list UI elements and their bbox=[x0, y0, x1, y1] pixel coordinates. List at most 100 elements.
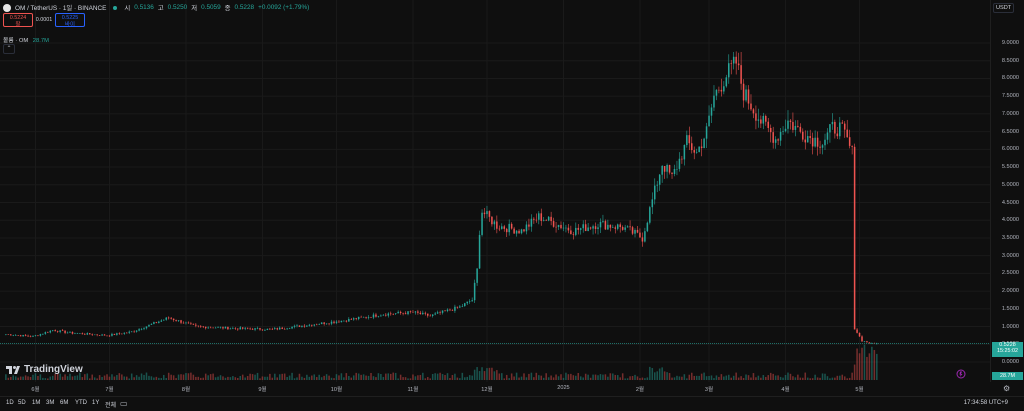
candle-body bbox=[848, 137, 851, 146]
volume-bar bbox=[244, 377, 246, 380]
volume-bar bbox=[187, 373, 190, 380]
volume-bar bbox=[86, 373, 89, 380]
volume-bar bbox=[84, 374, 86, 380]
volume-bar bbox=[24, 375, 27, 380]
volume-bar bbox=[311, 375, 313, 380]
collapse-legend-button[interactable]: ⌃ bbox=[3, 44, 15, 54]
volume-bar bbox=[772, 373, 774, 380]
candle-body bbox=[634, 229, 636, 234]
range-button-ytd[interactable]: YTD bbox=[75, 400, 87, 406]
candle-body bbox=[646, 222, 649, 232]
volume-bar bbox=[515, 372, 518, 380]
chevron-up-icon: ⌃ bbox=[6, 46, 12, 52]
candle-body bbox=[165, 317, 167, 320]
sell-button[interactable]: 0.5224 팔 bbox=[3, 13, 33, 28]
volume-bar bbox=[535, 372, 538, 380]
volume-bar bbox=[286, 376, 288, 380]
candle-body bbox=[503, 226, 506, 229]
range-button-1m[interactable]: 1M bbox=[32, 400, 41, 406]
price-tick-label: 1.5000 bbox=[1001, 305, 1019, 312]
candle-body bbox=[251, 328, 254, 330]
candle-body bbox=[876, 343, 878, 345]
candle-body bbox=[135, 330, 138, 332]
volume-bar bbox=[59, 373, 61, 380]
candle-body bbox=[264, 329, 266, 331]
candle-body bbox=[533, 218, 535, 220]
candle-body bbox=[811, 137, 814, 147]
low-value: 0.5059 bbox=[201, 4, 221, 11]
candle-body bbox=[841, 122, 844, 124]
range-button-6m[interactable]: 6M bbox=[60, 400, 69, 406]
events-flag-icon[interactable] bbox=[956, 369, 966, 379]
candle-body bbox=[789, 120, 792, 122]
volume-bar bbox=[757, 375, 760, 380]
open-label: 시 bbox=[124, 5, 131, 12]
candle-body bbox=[143, 328, 145, 330]
volume-bar bbox=[523, 373, 525, 380]
candle-body bbox=[32, 335, 34, 337]
chart-area[interactable] bbox=[0, 0, 990, 382]
candle-body bbox=[412, 311, 414, 313]
volume-bar bbox=[542, 377, 545, 380]
candlestick-chart[interactable] bbox=[0, 0, 990, 382]
price-tick-label: 2.0000 bbox=[1001, 288, 1019, 295]
candle-body bbox=[762, 115, 765, 124]
volume-bar bbox=[399, 374, 402, 380]
date-range-calendar-icon[interactable]: ▭ bbox=[120, 399, 128, 408]
volume-bar bbox=[130, 373, 133, 380]
volume-bar bbox=[180, 374, 182, 380]
candle-body bbox=[286, 328, 288, 330]
volume-bar bbox=[195, 376, 197, 380]
volume-bar bbox=[797, 374, 799, 380]
candle-body bbox=[676, 168, 678, 170]
sell-price: 0.5224 bbox=[9, 15, 27, 21]
volume-bar bbox=[782, 377, 784, 380]
tradingview-logo[interactable]: TradingView bbox=[6, 364, 83, 375]
volume-bar bbox=[653, 372, 656, 380]
candle-body bbox=[323, 322, 325, 324]
buy-button[interactable]: 0.5225 바이 bbox=[55, 13, 85, 28]
volume-bar bbox=[740, 376, 742, 380]
range-button-3m[interactable]: 3M bbox=[46, 400, 55, 406]
range-button-1d[interactable]: 1D bbox=[6, 400, 14, 406]
currency-selector[interactable]: USDT bbox=[993, 3, 1015, 13]
candle-body bbox=[478, 234, 481, 269]
volume-legend[interactable]: 볼륨 · OM 28.7M bbox=[3, 35, 49, 44]
candle-body bbox=[404, 313, 407, 315]
volume-bar bbox=[81, 377, 84, 380]
price-axis[interactable]: 9.0000 8.5000 8.0000 7.5000 7.0000 6.5000 6.00… bbox=[990, 0, 1024, 382]
settings-gear-icon[interactable]: ⚙ bbox=[1003, 384, 1011, 393]
candle-body bbox=[301, 325, 303, 327]
volume-bar bbox=[320, 377, 323, 380]
volume-bar bbox=[170, 374, 172, 380]
candle-body bbox=[612, 227, 614, 228]
candle-body bbox=[84, 334, 86, 335]
range-button-1y[interactable]: 1Y bbox=[92, 400, 100, 406]
volume-legend-label: 볼륨 · OM bbox=[3, 38, 29, 44]
volume-bar bbox=[271, 377, 274, 380]
range-button-전체[interactable]: 전체 bbox=[105, 403, 117, 409]
candle-body bbox=[298, 325, 301, 327]
volume-bar bbox=[407, 378, 409, 380]
candle-body bbox=[653, 185, 656, 200]
candle-body bbox=[27, 335, 29, 337]
volume-bar bbox=[148, 375, 150, 380]
clock-timezone[interactable]: 17:34:58 UTC+9 bbox=[963, 400, 1008, 406]
candle-body bbox=[271, 328, 274, 330]
symbol-title[interactable]: OM / TetherUS · 1일 · BINANCE bbox=[15, 5, 107, 12]
volume-bar bbox=[538, 375, 540, 380]
candle-body bbox=[125, 332, 128, 334]
volume-bar bbox=[125, 376, 128, 380]
time-tick-label: 11월 bbox=[407, 387, 419, 393]
candle-body bbox=[557, 224, 560, 228]
candle-body bbox=[34, 335, 37, 336]
candle-body bbox=[797, 125, 799, 127]
volume-bar bbox=[533, 377, 535, 380]
candle-body bbox=[362, 316, 365, 318]
volume-bar bbox=[241, 374, 244, 380]
volume-bar bbox=[106, 374, 108, 380]
volume-bar bbox=[431, 373, 434, 380]
candle-body bbox=[587, 227, 589, 232]
volume-bar bbox=[392, 372, 394, 380]
range-button-5d[interactable]: 5D bbox=[18, 400, 26, 406]
